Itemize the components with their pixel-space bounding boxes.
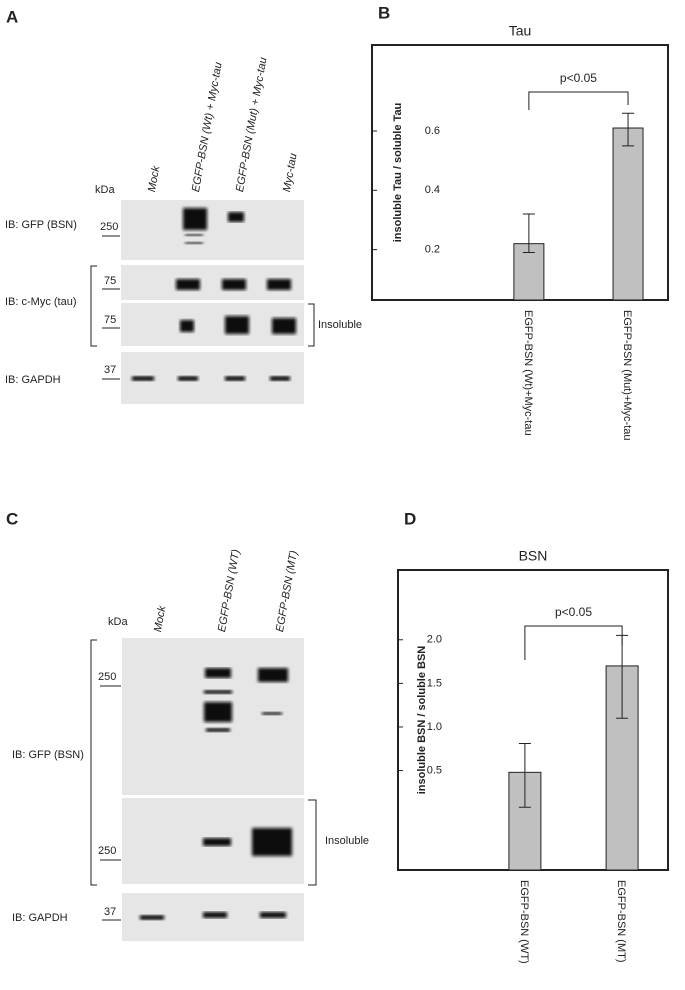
band xyxy=(178,376,198,381)
row-label: IB: GAPDH xyxy=(12,912,68,924)
lane-label: Mock xyxy=(152,605,168,633)
marker: 75 xyxy=(104,314,116,326)
band xyxy=(272,318,296,334)
row-label: IB: GAPDH xyxy=(5,374,61,386)
bracket xyxy=(90,265,97,347)
band xyxy=(228,212,244,222)
band xyxy=(176,279,200,290)
y-tick-label: 1.0 xyxy=(427,721,442,733)
bracket xyxy=(308,303,315,347)
significance-bracket xyxy=(528,91,629,110)
bar xyxy=(612,127,644,301)
insoluble-label: Insoluble xyxy=(318,319,362,331)
lane-label: EGFP-BSN (Mut) + Myc-tau xyxy=(234,56,270,193)
marker-tick xyxy=(102,235,120,380)
y-tick-label: 1.5 xyxy=(427,677,442,689)
band xyxy=(262,712,282,715)
error-bar xyxy=(522,213,535,254)
lane-label: EGFP-BSN (MT) xyxy=(274,549,300,633)
bracket xyxy=(308,799,317,886)
row-label: IB: GFP (BSN) xyxy=(5,219,77,231)
band xyxy=(140,915,164,920)
band xyxy=(267,279,291,290)
lane-label: Mock xyxy=(146,165,162,193)
y-axis-label: insoluble Tau / soluble Tau xyxy=(392,103,404,243)
panel-a: A kDa Mock EGFP-BSN (Wt) + Myc-tau EGFP-… xyxy=(5,7,362,404)
band xyxy=(180,320,194,332)
error-bar xyxy=(518,743,531,808)
x-tick-label: EGFP-BSN (Mut)+Myc-tau xyxy=(621,310,633,441)
band xyxy=(222,279,246,290)
panel-label: D xyxy=(404,509,416,528)
band xyxy=(270,376,290,381)
lane-label: Myc-tau xyxy=(281,152,300,193)
band xyxy=(185,242,203,244)
annotation: p<0.05 xyxy=(555,605,592,619)
band xyxy=(225,376,245,381)
y-tick-label: 0.4 xyxy=(425,184,440,196)
row-label: IB: GFP (BSN) xyxy=(12,749,84,761)
y-tick-label: 0.6 xyxy=(425,125,440,137)
y-axis-label: insoluble BSN / soluble BSN xyxy=(416,646,428,795)
marker: 250 xyxy=(98,671,116,683)
band xyxy=(183,208,207,230)
band xyxy=(204,702,232,722)
band xyxy=(206,728,230,732)
panel-c: C kDa Mock EGFP-BSN (WT) EGFP-BSN (MT) I… xyxy=(6,509,369,941)
band xyxy=(260,912,286,918)
marker-tick xyxy=(100,685,121,921)
band xyxy=(252,828,292,856)
kda: kDa xyxy=(108,616,128,628)
marker: 37 xyxy=(104,906,116,918)
band xyxy=(203,912,227,918)
lane-label: EGFP-BSN (WT) xyxy=(216,548,242,633)
x-tick-label: EGFP-BSN (MT) xyxy=(615,880,627,963)
blot xyxy=(121,200,304,260)
error-bar xyxy=(622,112,635,147)
marker: 37 xyxy=(104,364,116,376)
bracket xyxy=(90,639,97,886)
band xyxy=(205,668,231,678)
y-tick-label: 0.2 xyxy=(425,243,440,255)
chart-title: Tau xyxy=(509,23,532,39)
band xyxy=(132,376,154,381)
x-tick-label: EGFP-BSN (Wt)+Myc-tau xyxy=(522,310,534,436)
marker: 250 xyxy=(100,221,118,233)
panel-label: C xyxy=(6,509,18,528)
y-tick-label: 2.0 xyxy=(427,634,442,646)
kda: kDa xyxy=(95,184,115,196)
annotation: p<0.05 xyxy=(560,71,597,85)
marker: 75 xyxy=(104,275,116,287)
chart-title: BSN xyxy=(519,548,548,564)
band xyxy=(225,316,249,334)
significance-bracket xyxy=(524,625,623,660)
x-tick-label: EGFP-BSN (WT) xyxy=(518,880,530,964)
band xyxy=(203,838,231,846)
lane-label: EGFP-BSN (Wt) + Myc-tau xyxy=(190,61,225,193)
band xyxy=(204,690,232,694)
marker: 250 xyxy=(98,845,116,857)
band xyxy=(185,234,203,236)
panel-label: B xyxy=(378,3,390,22)
row-label: IB: c-Myc (tau) xyxy=(5,296,77,308)
panel-label: A xyxy=(6,7,18,26)
insoluble-label: Insoluble xyxy=(325,835,369,847)
y-tick-label: 0.5 xyxy=(427,764,442,776)
band xyxy=(258,668,288,682)
